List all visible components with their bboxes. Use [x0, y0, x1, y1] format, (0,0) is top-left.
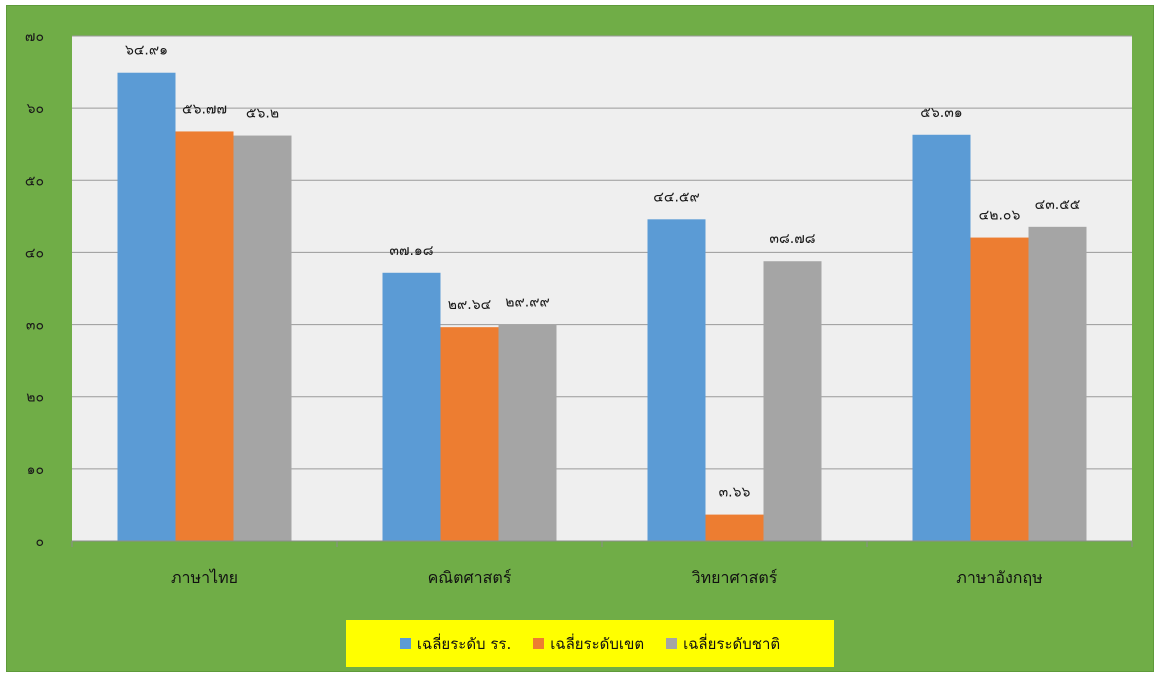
- data-label: ๒๙.๙๙: [505, 295, 549, 311]
- legend-item-school: เฉลี่ยระดับ รร.: [399, 632, 512, 656]
- bar: [175, 131, 234, 541]
- data-label: ๓๗.๑๘: [389, 243, 433, 259]
- legend: เฉลี่ยระดับ รร. เฉลี่ยระดับเขต เฉลี่ยระด…: [346, 620, 834, 667]
- bars: [117, 72, 1087, 542]
- legend-label-district: เฉลี่ยระดับเขต: [550, 634, 645, 653]
- bar: [705, 514, 764, 541]
- y-tick-label: ๖๐: [27, 101, 44, 117]
- data-label: ๓๘.๗๘: [769, 231, 815, 247]
- data-label: ๓.๖๖: [719, 485, 751, 501]
- x-category-label: ภาษาไทย: [171, 568, 238, 587]
- x-category-label: วิทยาศาสตร์: [692, 568, 778, 587]
- bar: [498, 324, 557, 541]
- data-label: ๕๖.๗๗: [182, 101, 227, 117]
- bar: [647, 219, 706, 541]
- chart-frame: ๖๔.๙๑๕๖.๗๗ ๕๖.๒๓๗.๑๘๒๙.๖๔ ๒๙.๙๙ ๔๔.๕๙๓.๖๖ ๓๘…: [6, 5, 1154, 672]
- legend-swatch-school: [399, 638, 411, 649]
- data-label: ๒๙.๖๔: [448, 297, 491, 313]
- legend-item-district: เฉลี่ยระดับเขต: [533, 632, 644, 656]
- y-tick-label: ๗๐: [25, 29, 44, 45]
- bar: [912, 134, 971, 542]
- data-label: ๕๖.๓๑: [920, 105, 962, 121]
- y-tick-label: ๐: [35, 534, 44, 550]
- y-tick-label: ๒๐: [26, 390, 44, 406]
- data-label: ๔๔.๕๙: [653, 189, 700, 205]
- bar: [1028, 226, 1087, 541]
- data-label: ๕๖.๒: [246, 106, 279, 122]
- bar: [440, 327, 499, 541]
- bar: [382, 272, 441, 541]
- data-label: ๔๒.๐๖: [979, 208, 1021, 224]
- legend-label-national: เฉลี่ยระดับชาติ: [683, 634, 781, 653]
- data-label: ๔๓.๕๕: [1035, 197, 1081, 213]
- y-tick-label: ๓๐: [26, 318, 44, 334]
- legend-swatch-national: [666, 638, 678, 649]
- bar: [117, 72, 176, 542]
- y-tick-label: ๕๐: [25, 173, 44, 189]
- legend-label-school: เฉลี่ยระดับ รร.: [416, 634, 512, 653]
- legend-swatch-district: [533, 638, 545, 649]
- bar: [970, 237, 1029, 541]
- y-tick-label: ๔๐: [25, 245, 44, 261]
- x-category-label: ภาษาอังกฤษ: [956, 568, 1042, 587]
- x-category-label: คณิตศาสตร์: [428, 568, 512, 587]
- legend-item-national: เฉลี่ยระดับชาติ: [666, 632, 780, 656]
- bar: [763, 261, 822, 541]
- y-tick-label: ๑๐: [27, 462, 44, 478]
- bar: [233, 135, 292, 542]
- data-label: ๖๔.๙๑: [125, 43, 168, 59]
